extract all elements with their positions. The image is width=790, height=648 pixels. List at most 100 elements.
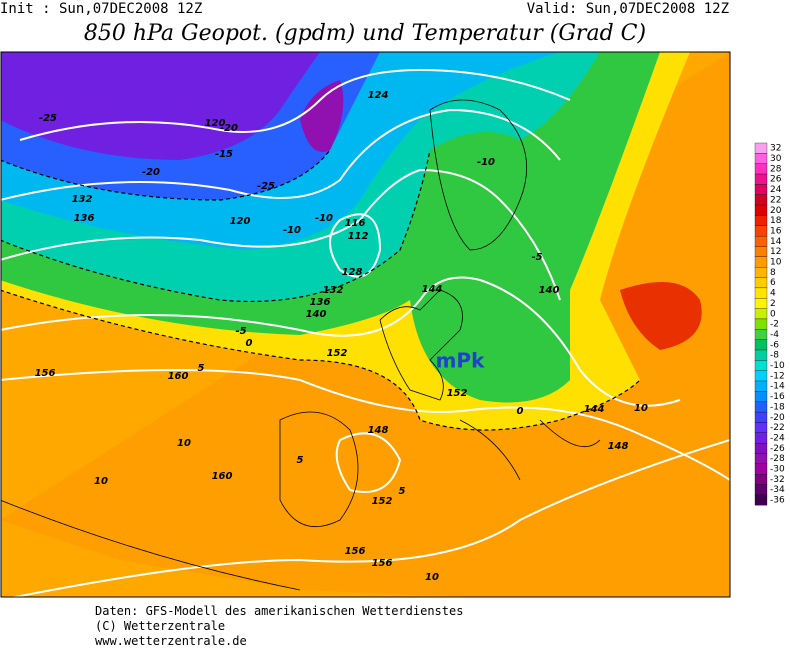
contour-label: 148 (608, 441, 629, 452)
contour-label: 144 (422, 284, 443, 295)
legend-swatch (754, 298, 768, 309)
map-title: 850 hPa Geopot. (gpdm) und Temperatur (G… (84, 21, 646, 46)
legend-label: 24 (770, 185, 782, 195)
footer-line: (C) Wetterzentrale (95, 619, 225, 633)
legend-swatch (754, 215, 768, 226)
contour-label: -5 (531, 252, 542, 263)
legend-label: -36 (770, 496, 785, 506)
contour-label: -10 (315, 213, 333, 224)
legend-swatch (754, 411, 768, 423)
legend-swatch (754, 256, 768, 268)
legend-swatch (754, 349, 768, 361)
legend-swatch (754, 380, 768, 392)
contour-label: -25 (257, 181, 275, 192)
contour-label: 10 (94, 476, 108, 487)
legend-label: -12 (770, 371, 785, 381)
contour-label: 0 (246, 338, 253, 349)
contour-label: 144 (584, 404, 605, 415)
contour-label: 128 (342, 267, 363, 278)
legend-label: 20 (770, 206, 782, 216)
contour-label: 136 (310, 297, 331, 308)
legend-label: 4 (770, 289, 776, 299)
legend-swatch (754, 142, 768, 154)
legend-label: -34 (770, 485, 785, 495)
legend-swatch (754, 225, 768, 237)
contour-label: -10 (477, 157, 495, 168)
map-frame (0, 51, 731, 598)
legend-swatch (754, 442, 768, 454)
legend-label: -18 (770, 402, 785, 412)
contour-label: 120 (230, 216, 251, 227)
contour-label: -20 (142, 167, 160, 178)
contour-label: 152 (447, 388, 468, 399)
contour-label: 152 (327, 348, 348, 359)
footer-line: Daten: GFS-Modell des amerikanischen Wet… (95, 604, 463, 618)
contour-label: 116 (345, 218, 366, 229)
map-field (1, 52, 730, 597)
legend-swatch (754, 329, 768, 340)
contour-label: 152 (372, 496, 393, 507)
legend-swatch (754, 484, 768, 496)
contour-label: 5 (399, 486, 406, 497)
legend-swatch (754, 401, 768, 413)
contour-label: -20 (220, 123, 238, 134)
legend-swatch (754, 153, 768, 164)
legend-swatch (754, 453, 768, 465)
legend-swatch (754, 494, 768, 506)
legend-label: -4 (770, 330, 779, 340)
contour-label: 132 (323, 285, 344, 296)
legend-label: 0 (770, 309, 776, 319)
legend-swatch (754, 360, 768, 371)
contour-label: 132 (72, 194, 93, 205)
legend-label: 32 (770, 144, 781, 154)
contour-label: 10 (634, 403, 648, 414)
contour-label: 156 (345, 546, 366, 557)
legend-label: -6 (770, 340, 779, 350)
legend-label: 6 (770, 278, 776, 288)
legend-swatch (754, 204, 768, 216)
legend-label: -2 (770, 320, 779, 330)
legend-swatch (754, 194, 768, 206)
legend-label: -16 (770, 392, 785, 402)
contour-label: -5 (235, 326, 246, 337)
legend-label: -32 (770, 475, 785, 485)
legend-swatch (754, 235, 768, 247)
air-mass-label: mPk (436, 349, 485, 373)
init-time: Init : Sun,07DEC2008 12Z (0, 1, 202, 17)
contour-label: 120 (205, 118, 226, 129)
contour-label: 160 (168, 371, 189, 382)
legend-label: 26 (770, 175, 782, 185)
legend-swatch (754, 422, 768, 433)
legend-swatch (754, 474, 768, 485)
legend-swatch (754, 318, 768, 330)
contour-label: 10 (177, 438, 191, 449)
contour-label: 140 (539, 285, 560, 296)
contour-label: 156 (372, 558, 393, 569)
contour-label: 156 (35, 368, 56, 379)
legend-label: 12 (770, 247, 781, 257)
contour-label: -25 (39, 113, 57, 124)
contour-label: 5 (297, 455, 304, 466)
legend-swatch (754, 267, 768, 278)
footer-line: www.wetterzentrale.de (95, 634, 247, 648)
legend-swatch (754, 339, 768, 351)
legend-swatch (754, 163, 768, 175)
contour-label: 160 (212, 471, 233, 482)
legend-swatch (754, 308, 768, 320)
legend-swatch (754, 391, 768, 402)
legend-label: -28 (770, 454, 785, 464)
legend-swatch (754, 173, 768, 185)
legend-label: -20 (770, 413, 785, 423)
contour-label: 136 (74, 213, 95, 224)
legend-swatch (754, 432, 768, 444)
contour-label: 148 (368, 425, 389, 436)
legend-swatch (754, 463, 768, 475)
contour-label: 5 (198, 363, 205, 374)
legend-swatch (754, 287, 768, 299)
contour-label: 10 (425, 572, 439, 583)
legend-label: 28 (770, 164, 782, 174)
legend-label: -24 (770, 433, 785, 443)
contour-label: -15 (215, 149, 233, 160)
contour-label: 0 (517, 406, 524, 417)
legend-label: -30 (770, 465, 785, 475)
